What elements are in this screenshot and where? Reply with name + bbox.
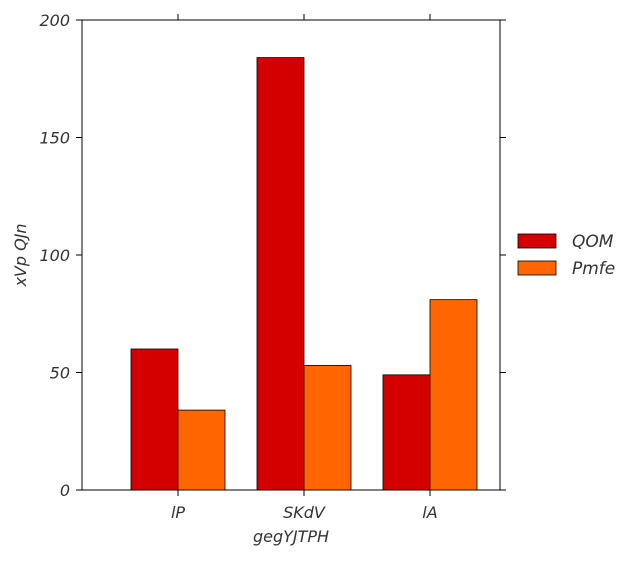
bar-Pmfe-SKdV	[303, 365, 352, 491]
bar-QOM-SKdV	[256, 57, 305, 491]
y-tick-label: 0	[60, 481, 70, 500]
bar-QOM-lA	[382, 374, 431, 491]
legend-swatch	[517, 233, 557, 249]
y-tick-label: 200	[39, 11, 70, 30]
legend-label: QOM	[572, 232, 614, 252]
y-axis-label: xVp QJn	[11, 223, 30, 287]
legend-label: Pmfe	[572, 259, 615, 279]
legend: QOM Pmfe	[517, 232, 615, 279]
bar-QOM-lP	[130, 348, 179, 491]
y-tick-label: 150	[39, 129, 70, 148]
legend-swatch	[517, 260, 557, 276]
x-tick-label: lP	[171, 503, 185, 522]
x-axis-label: gegYJTPH	[253, 527, 329, 546]
y-tick-label: 100	[39, 246, 70, 265]
bar-Pmfe-lA	[429, 299, 478, 491]
x-tick-label: lA	[422, 503, 437, 522]
x-tick-label: SKdV	[283, 503, 326, 522]
bar-Pmfe-lP	[177, 409, 226, 491]
y-tick-label: 50	[50, 364, 70, 383]
